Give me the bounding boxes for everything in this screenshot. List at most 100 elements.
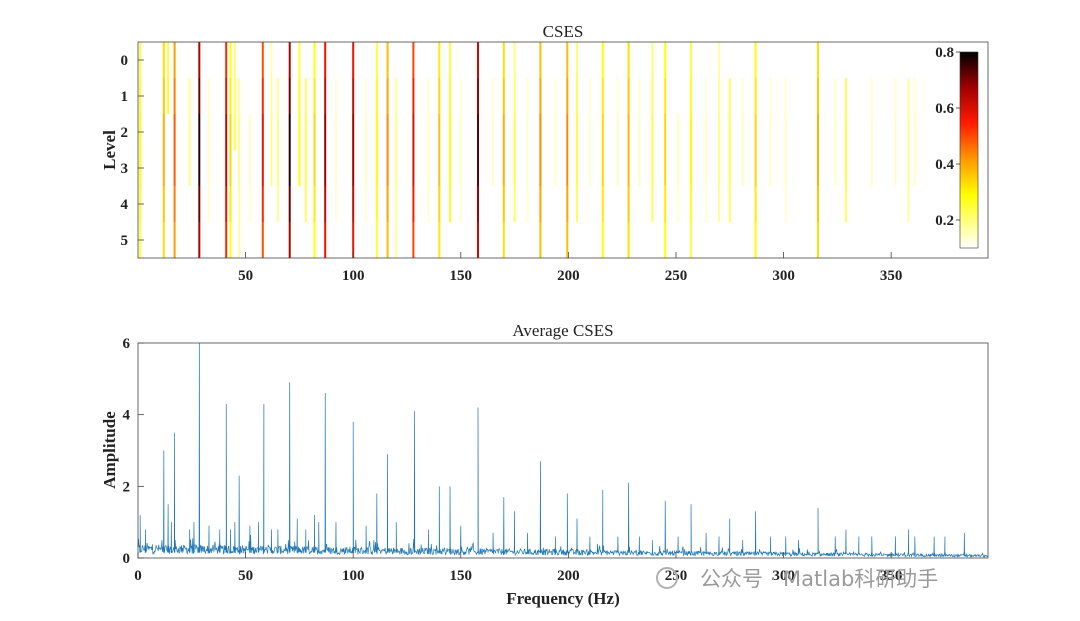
heatmap-cell bbox=[502, 42, 505, 78]
heatmap-cell bbox=[449, 150, 451, 186]
heatmap-cell bbox=[208, 114, 210, 150]
heatmap-cell bbox=[601, 78, 604, 114]
heatmap-cell bbox=[270, 78, 273, 114]
heatmap-cell bbox=[365, 150, 368, 186]
heatmap-cell bbox=[769, 78, 772, 114]
heatmap-cell bbox=[664, 42, 667, 78]
heatmap-cell bbox=[225, 222, 228, 258]
heatmap-cell bbox=[526, 186, 529, 222]
heatmap-cell bbox=[229, 222, 232, 258]
heatmap-cell bbox=[238, 150, 241, 186]
heatmap-cell bbox=[817, 114, 819, 150]
heatmap-cell bbox=[718, 78, 720, 114]
heatmap-cell bbox=[229, 42, 232, 78]
heatmap-cell bbox=[754, 114, 757, 150]
heatmap-cell bbox=[162, 78, 165, 114]
heatmap-cell bbox=[313, 78, 316, 114]
heatmap-x-tick-label: 250 bbox=[665, 268, 688, 284]
heatmap-y-tick-label: 1 bbox=[121, 89, 129, 105]
heatmap-cell bbox=[845, 78, 847, 114]
heatmap-cell bbox=[449, 78, 451, 114]
heatmap-cell bbox=[638, 78, 641, 114]
heatmap-cell bbox=[449, 42, 451, 78]
heatmap-cell bbox=[167, 42, 170, 78]
heatmap-cell bbox=[288, 42, 291, 78]
heatmap-y-ticks: 0 1 2 3 4 5 bbox=[121, 53, 144, 249]
heatmap-cell bbox=[386, 150, 389, 186]
heatmap-cell bbox=[728, 150, 731, 186]
line-y-ticks: 0 2 4 6 bbox=[123, 336, 144, 567]
heatmap-cell bbox=[395, 186, 398, 222]
heatmap-cell bbox=[173, 42, 176, 78]
heatmap-cell bbox=[198, 78, 201, 114]
heatmap-cell bbox=[375, 78, 378, 114]
heatmap-cell bbox=[298, 150, 301, 186]
heatmap-cell bbox=[449, 114, 451, 150]
heatmap-cell bbox=[870, 150, 873, 186]
heatmap-cell bbox=[352, 114, 355, 150]
heatmap-cell bbox=[677, 114, 680, 150]
heatmap-cell bbox=[173, 78, 176, 114]
heatmap-cell bbox=[449, 186, 451, 222]
heatmap-cell bbox=[198, 42, 201, 78]
heatmap-cell bbox=[539, 78, 542, 114]
heatmap-cell bbox=[576, 78, 578, 114]
heatmap-cell bbox=[208, 78, 210, 114]
heatmap-cell bbox=[459, 150, 462, 186]
heatmap-cell bbox=[162, 150, 165, 186]
heatmap-cell bbox=[651, 42, 654, 78]
line-plot-area bbox=[137, 342, 989, 558]
heatmap-cell bbox=[238, 78, 241, 114]
heatmap-cell bbox=[539, 150, 542, 186]
heatmap-cell bbox=[412, 222, 415, 258]
heatmap-cell bbox=[601, 186, 604, 222]
heatmap-cell bbox=[690, 222, 692, 258]
heatmap-cell bbox=[188, 78, 191, 114]
heatmap-cell bbox=[576, 42, 578, 78]
heatmap-cell bbox=[229, 186, 232, 222]
heatmap-cell bbox=[718, 186, 720, 222]
heatmap-cell bbox=[438, 78, 441, 114]
heatmap-cell bbox=[845, 150, 847, 186]
heatmap-cell bbox=[208, 150, 210, 186]
heatmap-cell bbox=[248, 186, 251, 222]
heatmap-cell bbox=[690, 150, 692, 186]
heatmap-cell bbox=[627, 150, 630, 186]
line-y-tick-label: 4 bbox=[123, 408, 131, 424]
heatmap-cell bbox=[913, 114, 916, 150]
heatmap-cell bbox=[375, 150, 378, 186]
heatmap-cell bbox=[492, 150, 495, 186]
heatmap-title: CSES bbox=[543, 22, 584, 41]
heatmap-cell bbox=[754, 78, 757, 114]
heatmap-cell bbox=[513, 186, 516, 222]
line-y-tick-label: 0 bbox=[123, 551, 131, 567]
heatmap-cell bbox=[324, 42, 327, 78]
heatmap-cell bbox=[513, 78, 516, 114]
heatmap-cell bbox=[162, 186, 165, 222]
heatmap-cells bbox=[139, 42, 916, 258]
line-x-tick-label: 200 bbox=[557, 568, 580, 584]
heatmap-cell bbox=[677, 150, 680, 186]
heatmap-y-tick-label: 5 bbox=[121, 233, 129, 249]
heatmap-cell bbox=[198, 150, 201, 186]
heatmap-cell bbox=[365, 78, 368, 114]
heatmap-cell bbox=[477, 186, 479, 222]
heatmap-cell bbox=[845, 186, 847, 222]
heatmap-cell bbox=[304, 150, 307, 186]
heatmap-cell bbox=[198, 114, 201, 150]
heatmap-cell bbox=[352, 222, 355, 258]
heatmap-cell bbox=[335, 150, 337, 186]
heatmap-cell bbox=[288, 186, 291, 222]
heatmap-x-ticks: 50 100 150 200 250 300 350 bbox=[238, 252, 902, 284]
heatmap-cell bbox=[754, 150, 757, 186]
heatmap-cell bbox=[304, 114, 307, 150]
heatmap-y-tick-label: 2 bbox=[121, 125, 129, 141]
heatmap-cell bbox=[784, 150, 787, 186]
heatmap-cell bbox=[313, 222, 316, 258]
heatmap-cell bbox=[817, 222, 819, 258]
heatmap-cell bbox=[225, 150, 228, 186]
heatmap-cell bbox=[288, 114, 291, 150]
heatmap-cell bbox=[651, 150, 654, 186]
heatmap-x-tick-label: 150 bbox=[450, 268, 473, 284]
line-x-tick-label: 150 bbox=[450, 568, 473, 584]
